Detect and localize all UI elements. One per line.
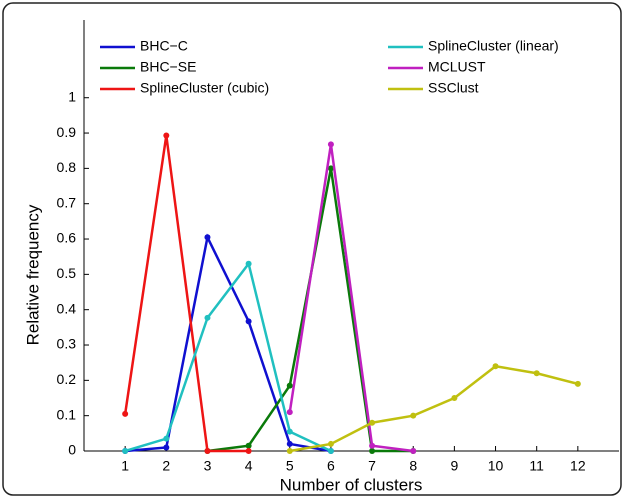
legend-label: SplineCluster (linear) — [428, 38, 559, 54]
point — [410, 412, 417, 419]
legend-label: BHC−C — [140, 38, 188, 54]
point — [492, 363, 499, 370]
series-line — [123, 135, 249, 453]
x-tick-label: 3 — [204, 458, 212, 474]
x-tick-label: 1 — [121, 458, 129, 474]
point — [451, 395, 458, 402]
point — [327, 165, 334, 172]
y-tick-label: 0.9 — [57, 124, 77, 140]
point — [533, 370, 540, 377]
series-line — [125, 233, 332, 453]
y-tick-label: 0.2 — [57, 371, 77, 387]
point — [245, 318, 252, 325]
x-tick-label: 7 — [368, 458, 376, 474]
point — [204, 234, 211, 241]
point — [410, 448, 417, 454]
y-tick-label: 0.8 — [57, 159, 77, 175]
legend-label: SplineCluster (cubic) — [140, 80, 269, 96]
point — [163, 132, 170, 139]
point — [122, 448, 129, 454]
y-tick-label: 0.4 — [57, 300, 77, 316]
x-tick-label: 10 — [488, 458, 504, 474]
x-tick-label: 6 — [327, 458, 335, 474]
x-tick-label: 2 — [162, 458, 170, 474]
x-tick-label: 12 — [570, 458, 586, 474]
x-tick-label: 11 — [529, 458, 544, 474]
point — [369, 419, 376, 426]
point — [574, 380, 581, 387]
series-line — [288, 144, 414, 453]
legend-label: BHC−SE — [140, 59, 196, 75]
point — [286, 382, 293, 389]
point — [327, 448, 334, 454]
y-tick-label: 0 — [68, 442, 76, 458]
point — [204, 314, 211, 321]
point — [327, 141, 334, 148]
y-tick-label: 0.6 — [57, 230, 77, 246]
point — [286, 448, 293, 454]
series-line — [207, 168, 414, 453]
y-axis-title: Relative frequency — [23, 204, 42, 345]
point — [163, 435, 170, 442]
point — [369, 448, 376, 454]
x-tick-label: 4 — [245, 458, 253, 474]
point — [245, 442, 252, 449]
series-line — [289, 364, 579, 453]
x-axis-title: Number of clusters — [280, 475, 423, 494]
x-tick-label: 8 — [409, 458, 417, 474]
point — [286, 440, 293, 447]
y-tick-label: 0.3 — [57, 336, 77, 352]
y-tick-label: 1 — [68, 88, 76, 104]
point — [122, 410, 129, 417]
x-tick-label: 9 — [450, 458, 458, 474]
point — [369, 442, 376, 449]
legend-label: MCLUST — [428, 59, 486, 75]
legend-label: SSClust — [428, 80, 479, 96]
series-line — [124, 260, 332, 453]
y-tick-label: 0.5 — [57, 265, 77, 281]
y-tick-label: 0.1 — [57, 406, 77, 422]
point — [245, 260, 252, 267]
point — [286, 428, 293, 435]
point — [204, 448, 211, 454]
y-tick-label: 0.7 — [57, 194, 77, 210]
point — [327, 440, 334, 447]
point — [286, 409, 293, 416]
point — [163, 444, 170, 451]
x-tick-label: 5 — [286, 458, 294, 474]
point — [245, 448, 252, 454]
